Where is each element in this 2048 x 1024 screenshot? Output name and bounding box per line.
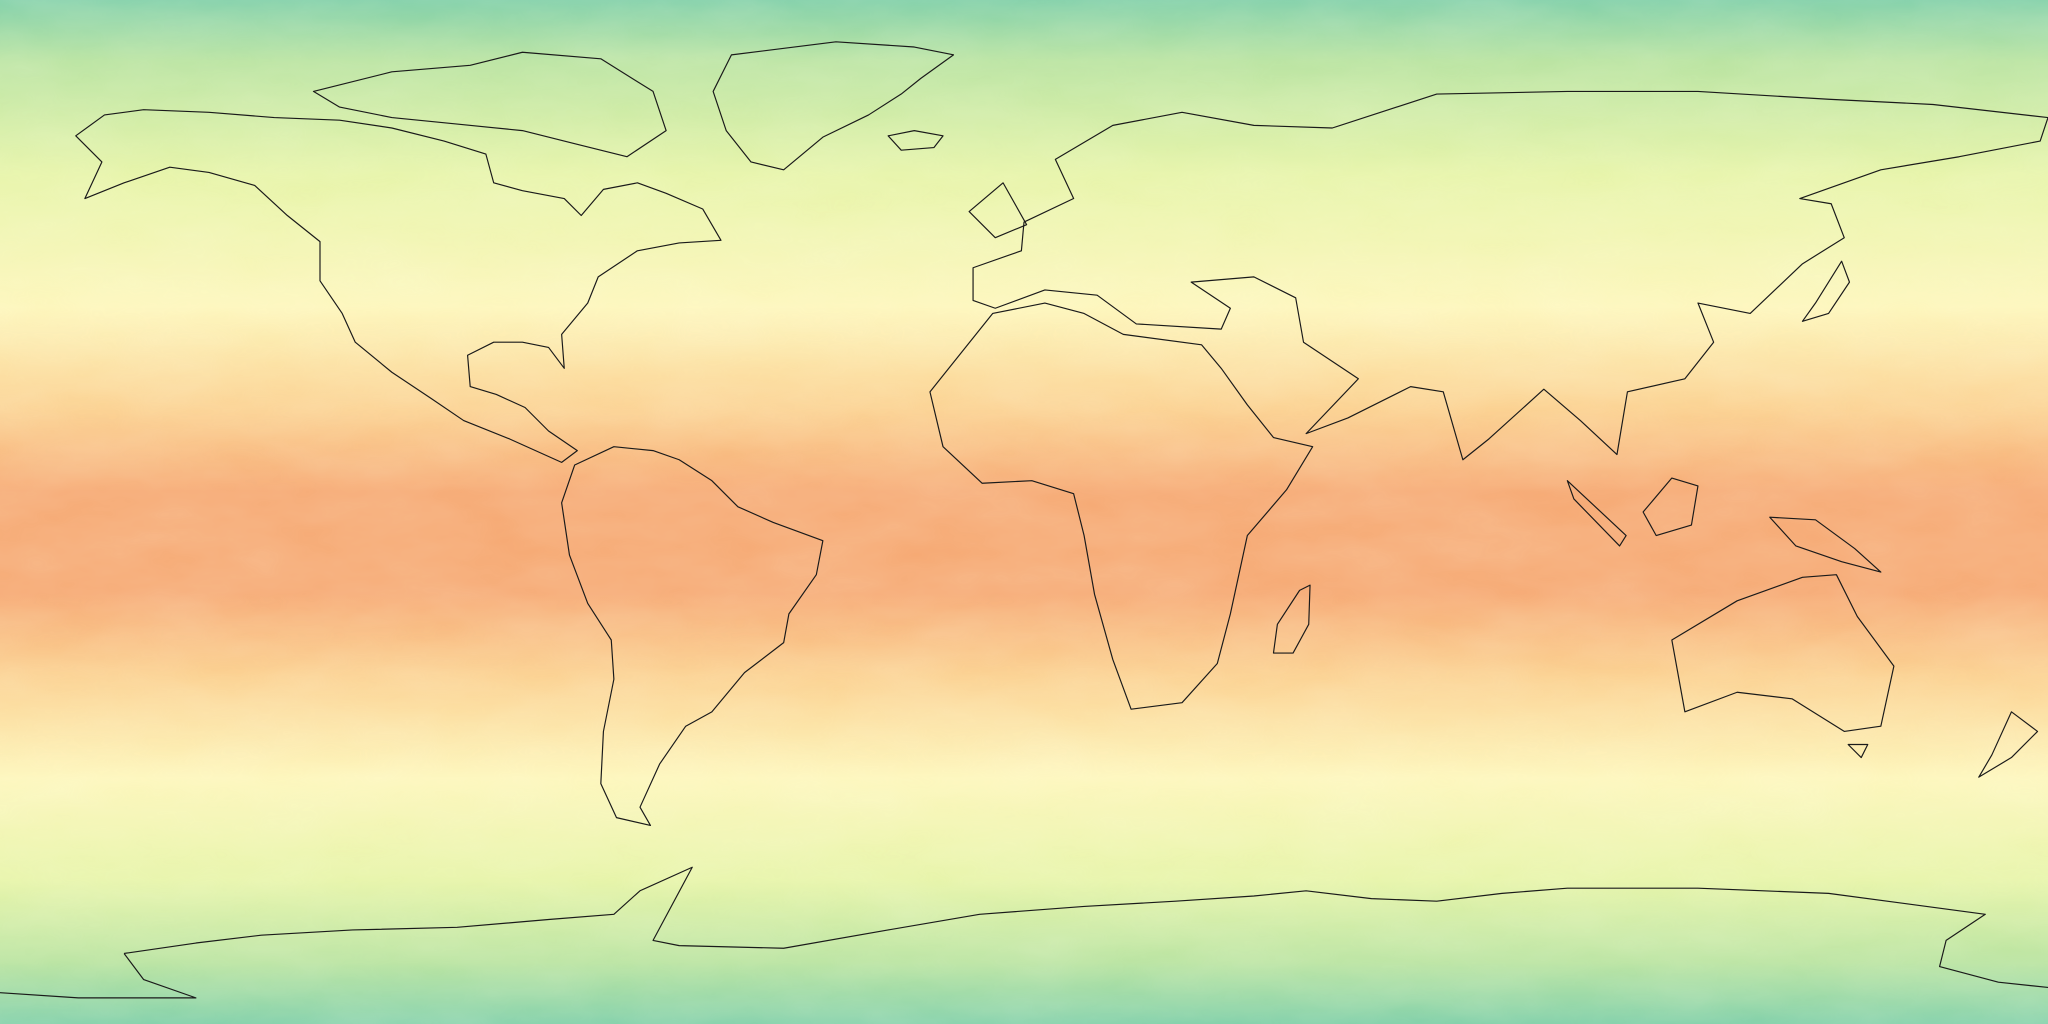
coast-iceland: [887, 130, 944, 151]
coast-japan: [1801, 260, 1851, 322]
coast-greenland: [712, 41, 955, 171]
coast-south-america: [561, 446, 824, 827]
coast-madagascar: [1272, 584, 1311, 654]
coast-arctic-islands: [312, 51, 667, 158]
coastlines: [0, 41, 2048, 999]
coast-tasmania: [1847, 743, 1869, 759]
coast-africa: [929, 302, 1314, 710]
coast-antarctica: [123, 866, 2048, 989]
coast-north-america: [75, 109, 722, 463]
coast-borneo: [1642, 477, 1699, 537]
coast-sumatra: [1566, 480, 1627, 547]
coast-antarctica-west: [0, 953, 197, 999]
coast-australia: [1671, 574, 1895, 733]
coast-new-guinea: [1769, 516, 1882, 573]
coast-new-zealand: [1978, 711, 2039, 778]
coast-great-britain: [968, 182, 1028, 239]
coast-eurasia: [972, 90, 2048, 461]
